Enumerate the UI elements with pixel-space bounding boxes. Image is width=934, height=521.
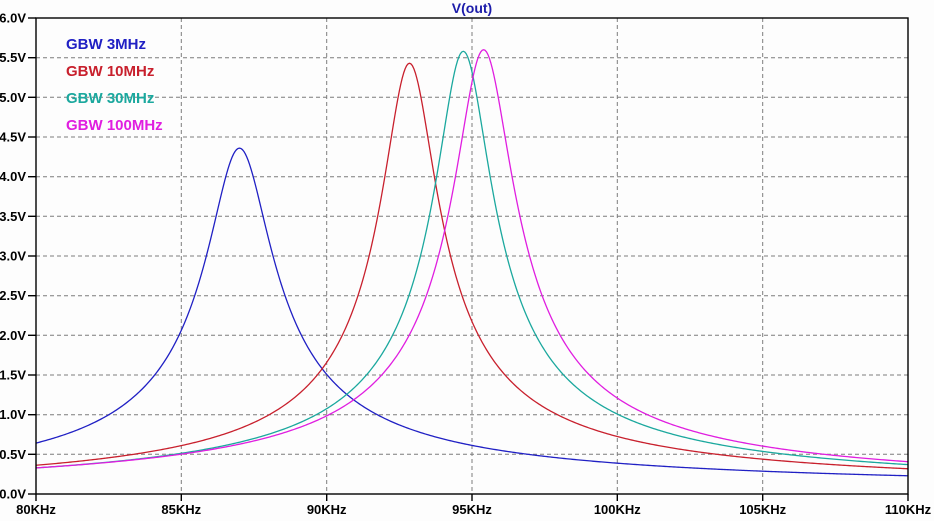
curve-gbw-100mhz xyxy=(35,49,909,469)
y-tick-label: 3.0V xyxy=(0,249,26,264)
curve-gbw-3mhz xyxy=(35,147,909,477)
y-tick-label: 6.0V xyxy=(0,11,26,26)
x-tick-label: 105KHz xyxy=(739,502,786,517)
curve-gbw-10mhz xyxy=(35,62,909,470)
legend: GBW 3MHz GBW 10MHz GBW 30MHz GBW 100MHz xyxy=(66,36,163,134)
y-tick-label: 4.5V xyxy=(0,130,26,145)
y-tick-label: 2.0V xyxy=(0,328,26,343)
y-tick-label: 5.5V xyxy=(0,50,26,65)
y-tick-label: 3.5V xyxy=(0,209,26,224)
page-title: V(out) xyxy=(452,0,492,16)
x-tick-label: 80KHz xyxy=(16,502,56,517)
x-tick-label: 100KHz xyxy=(594,502,641,517)
y-tick-label: 4.0V xyxy=(0,169,26,184)
y-tick-label: 5.0V xyxy=(0,90,26,105)
legend-item-gbw-30mhz: GBW 30MHz xyxy=(66,90,154,107)
legend-item-gbw-3mhz: GBW 3MHz xyxy=(66,36,146,53)
y-tick-label: 0.5V xyxy=(0,447,26,462)
x-tick-label: 85KHz xyxy=(161,502,201,517)
grid-layer xyxy=(36,18,908,494)
y-tick-label: 0.0V xyxy=(0,487,26,502)
x-tick-label: 110KHz xyxy=(885,502,932,517)
y-tick-label: 1.0V xyxy=(0,407,26,422)
curve-gbw-30mhz xyxy=(35,50,909,469)
x-tick-label: 95KHz xyxy=(452,502,492,517)
y-tick-label: 1.5V xyxy=(0,368,26,383)
curve-layer xyxy=(35,49,909,477)
tick-layer: 6.0V 5.5V 5.0V 4.5V 4.0V 3.5V 3.0V 2.5V 2.0V 1.5V… xyxy=(0,11,932,518)
legend-item-gbw-10mhz: GBW 10MHz xyxy=(66,63,154,80)
x-tick-label: 90KHz xyxy=(307,502,347,517)
legend-item-gbw-100mhz: GBW 100MHz xyxy=(66,117,163,134)
y-tick-label: 2.5V xyxy=(0,288,26,303)
